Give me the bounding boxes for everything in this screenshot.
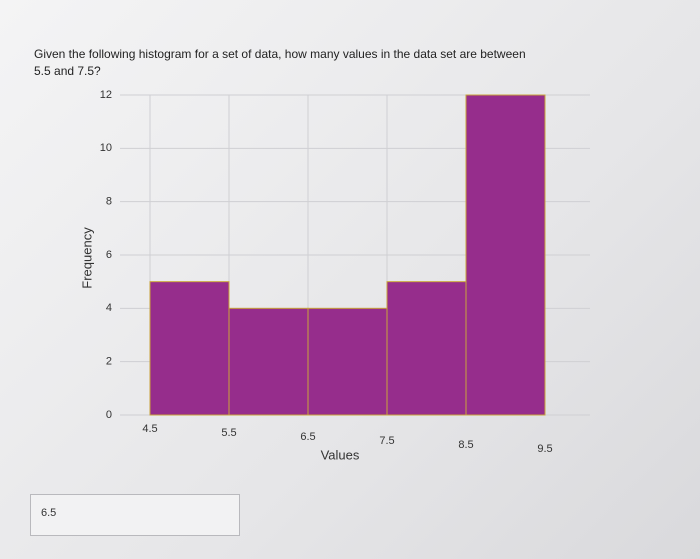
x-tick-label: 8.5 (458, 439, 473, 451)
y-tick-label: 2 (106, 356, 112, 368)
question-line-2: 5.5 and 7.5? (34, 64, 101, 78)
y-tick-label: 12 (100, 89, 112, 101)
bar (386, 281, 467, 416)
answer-input[interactable]: 6.5 (30, 494, 240, 536)
x-tick-label: 5.5 (221, 427, 236, 439)
chart: Given the following histogram for a set … (34, 47, 590, 462)
x-tick-label: 6.5 (300, 431, 315, 443)
question-line-1: Given the following histogram for a set … (34, 47, 526, 61)
bar (228, 307, 309, 416)
y-axis-label: Frequency (79, 227, 94, 289)
x-tick-label: 4.5 (142, 423, 157, 435)
bar (465, 94, 546, 416)
y-tick-label: 0 (106, 409, 112, 421)
x-axis-label: Values (321, 447, 360, 462)
bar (307, 307, 388, 416)
bar (149, 281, 230, 416)
y-tick-label: 6 (106, 249, 112, 261)
y-tick-label: 10 (100, 142, 112, 154)
x-tick-label: 9.5 (537, 443, 552, 455)
y-tick-label: 4 (106, 302, 112, 314)
y-tick-label: 8 (106, 196, 112, 208)
x-tick-label: 7.5 (379, 435, 394, 447)
